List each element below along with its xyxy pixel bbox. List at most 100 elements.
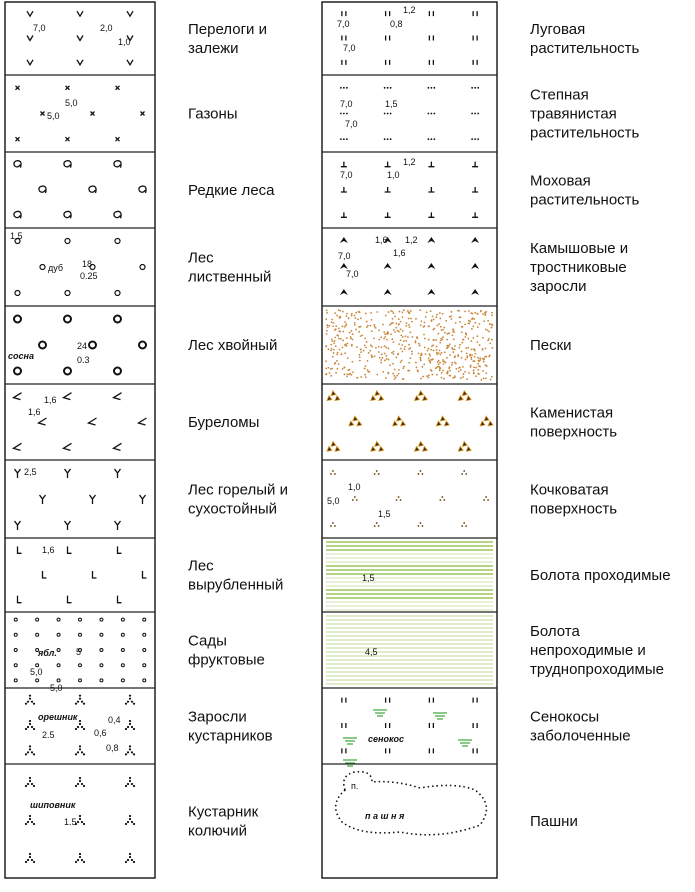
symbol	[340, 353, 343, 356]
symbol-note: 7,0	[346, 269, 359, 279]
symbol	[358, 353, 361, 356]
symbol	[427, 237, 436, 243]
symbol	[345, 345, 348, 347]
symbol	[365, 320, 368, 323]
symbol	[334, 336, 337, 339]
symbol	[13, 678, 18, 683]
symbol-note: 0,6	[94, 728, 107, 738]
row-label: Болота проходимые	[530, 567, 671, 584]
symbol	[410, 317, 412, 320]
symbol	[78, 632, 82, 637]
symbol	[82, 727, 86, 731]
row-label: Перелоги и	[188, 21, 267, 38]
symbol	[76, 820, 80, 824]
row-label: сухостойный	[188, 501, 277, 518]
symbol	[409, 357, 412, 360]
symbol	[130, 820, 134, 824]
symbol	[477, 112, 480, 115]
symbol	[436, 324, 439, 327]
symbol	[423, 333, 425, 336]
symbol	[126, 820, 130, 824]
symbol	[358, 359, 361, 362]
symbol	[477, 362, 480, 365]
row-label: растительность	[530, 125, 640, 142]
symbol	[337, 327, 340, 330]
symbol	[469, 364, 472, 367]
symbol	[78, 852, 82, 856]
symbol	[360, 351, 362, 354]
symbol	[438, 369, 441, 372]
symbol	[427, 374, 430, 377]
row-label: залежи	[188, 40, 239, 57]
symbol	[99, 678, 104, 683]
symbol	[35, 632, 40, 637]
symbol	[28, 776, 32, 780]
symbol	[391, 338, 394, 341]
symbol	[477, 86, 480, 89]
symbol-note: 0,4	[108, 715, 121, 725]
symbol	[466, 356, 469, 359]
symbol	[132, 860, 136, 864]
symbol	[474, 321, 477, 324]
symbol	[399, 361, 402, 363]
symbol	[375, 522, 378, 524]
symbol	[432, 318, 435, 321]
symbol	[466, 355, 469, 357]
symbol	[470, 340, 473, 342]
symbol	[26, 59, 34, 67]
row-label: Пашни	[530, 813, 578, 830]
symbol	[380, 336, 383, 339]
symbol	[327, 348, 330, 351]
symbol	[377, 473, 380, 475]
symbol	[435, 345, 438, 348]
symbol	[132, 753, 136, 756]
symbol	[390, 333, 392, 336]
symbol	[344, 321, 346, 323]
symbol	[355, 499, 358, 501]
symbol	[385, 358, 388, 360]
symbol	[454, 362, 457, 365]
symbol	[126, 59, 134, 67]
symbol	[384, 161, 391, 168]
symbol	[390, 322, 393, 325]
symbol	[484, 314, 487, 316]
symbol	[373, 473, 376, 475]
symbol	[142, 678, 147, 683]
symbol	[364, 312, 367, 315]
symbol	[449, 354, 451, 356]
symbol	[384, 187, 391, 193]
symbol	[66, 546, 72, 554]
symbol	[461, 389, 468, 397]
symbol	[91, 571, 97, 579]
symbol	[361, 334, 364, 337]
symbol-note: сосна	[8, 351, 34, 361]
symbol	[461, 341, 464, 344]
symbol	[333, 329, 336, 331]
symbol	[420, 377, 422, 380]
symbol	[111, 442, 122, 451]
symbol	[454, 355, 457, 358]
row-label: кустарников	[188, 728, 273, 745]
symbol	[439, 317, 442, 320]
symbol	[452, 338, 455, 341]
symbol	[384, 212, 391, 218]
symbol	[128, 814, 132, 818]
symbol	[326, 445, 333, 452]
symbol	[374, 389, 381, 397]
symbol	[130, 700, 134, 703]
symbol	[472, 35, 478, 41]
symbol	[336, 367, 339, 370]
symbol	[473, 366, 475, 369]
symbol	[16, 595, 22, 604]
symbol	[28, 694, 32, 697]
symbol	[440, 329, 443, 331]
symbol	[78, 748, 82, 751]
symbol	[470, 356, 473, 359]
symbol	[28, 745, 32, 748]
symbol	[334, 445, 341, 452]
symbol	[451, 334, 454, 337]
symbol	[339, 309, 342, 312]
symbol	[339, 315, 341, 318]
symbol-note: 24	[77, 341, 87, 351]
symbol	[419, 522, 422, 524]
